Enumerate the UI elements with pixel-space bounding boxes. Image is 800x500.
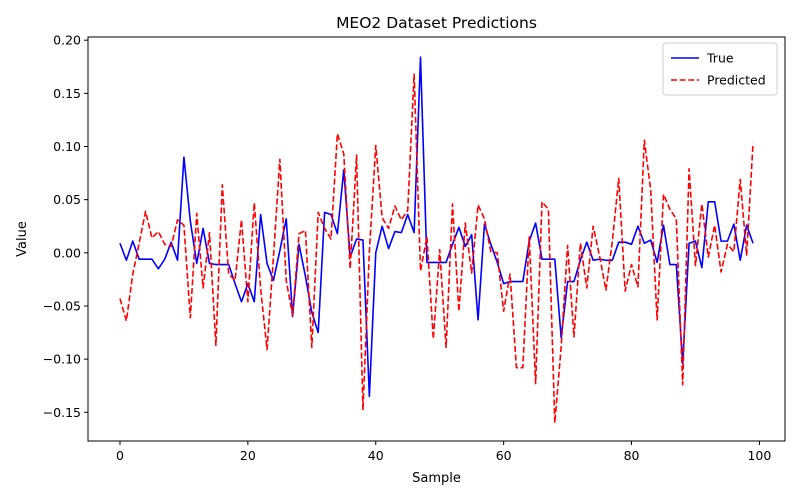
y-tick-label: −0.10 [43, 352, 81, 367]
x-tick-label: 60 [496, 448, 512, 463]
y-tick-label: 0.10 [53, 139, 81, 154]
x-axis: 0 20 40 60 80 100 [116, 441, 771, 463]
y-tick-label: 0.05 [53, 192, 81, 207]
x-tick-label: 0 [116, 448, 124, 463]
y-axis: −0.15 −0.10 −0.05 0.00 0.05 0.10 0.15 0.20 [43, 33, 88, 420]
y-tick-label: 0.15 [53, 86, 81, 101]
legend-label-true: True [706, 51, 734, 66]
y-tick-label: 0.00 [53, 245, 81, 260]
legend-box [662, 42, 778, 96]
x-axis-label: Sample [412, 471, 461, 486]
y-tick-label: 0.20 [53, 33, 81, 48]
y-axis-label: Value [15, 221, 30, 257]
x-tick-label: 100 [747, 448, 771, 463]
y-tick-label: −0.05 [43, 298, 81, 313]
x-tick-label: 20 [240, 448, 256, 463]
legend: True Predicted [662, 42, 778, 96]
series-line-predicted [119, 73, 754, 424]
chart-title: MEO2 Dataset Predictions [336, 14, 537, 32]
plot-area-frame [87, 36, 786, 442]
legend-label-predicted: Predicted [707, 73, 766, 88]
series-line-true [119, 56, 754, 398]
x-tick-label: 40 [368, 448, 384, 463]
plot-lines [119, 56, 754, 424]
y-tick-label: −0.15 [43, 405, 81, 420]
x-tick-label: 80 [624, 448, 640, 463]
